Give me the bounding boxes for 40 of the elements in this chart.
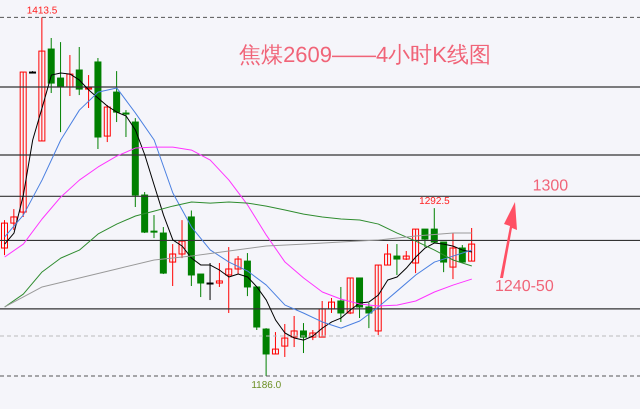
candlestick	[328, 298, 336, 314]
candlestick	[309, 330, 316, 341]
candlestick	[1, 220, 8, 256]
ref-line-label: 1300	[532, 177, 568, 194]
text: 焦煤2609——4小时K线图	[238, 41, 492, 69]
annotation: 1292.5	[419, 196, 450, 208]
candlestick	[150, 214, 158, 239]
candlestick	[290, 315, 298, 348]
candlestick	[225, 246, 232, 314]
candlestick	[300, 322, 307, 354]
candlestick	[122, 110, 130, 138]
candlestick	[197, 274, 204, 298]
candlestick	[337, 286, 344, 322]
candlestick	[113, 70, 120, 123]
candlestick	[318, 300, 326, 338]
candlestick	[206, 262, 214, 301]
annotation: 1413.5	[26, 5, 58, 16]
candlestick	[281, 324, 288, 358]
candlestick	[449, 232, 456, 280]
candlestick	[374, 264, 382, 336]
candlestick	[178, 220, 186, 259]
text: 1240-50	[495, 278, 554, 296]
candlestick	[234, 256, 242, 275]
candlestick	[66, 54, 74, 97]
candlestick	[421, 228, 428, 248]
candlestick	[57, 42, 64, 133]
candlestick	[104, 104, 111, 143]
candlestick	[169, 244, 176, 287]
candlestick	[20, 72, 27, 218]
candlestick	[38, 16, 46, 142]
candlestick	[85, 74, 92, 109]
candlestick	[216, 262, 223, 288]
candlestick	[384, 244, 392, 266]
candlestick	[468, 227, 476, 262]
annotation: 1186.0	[251, 380, 282, 392]
candlestick	[346, 277, 354, 315]
candlestick	[412, 228, 420, 274]
candlestick	[10, 208, 18, 231]
candlestick	[393, 244, 400, 276]
candlestick	[272, 332, 279, 354]
